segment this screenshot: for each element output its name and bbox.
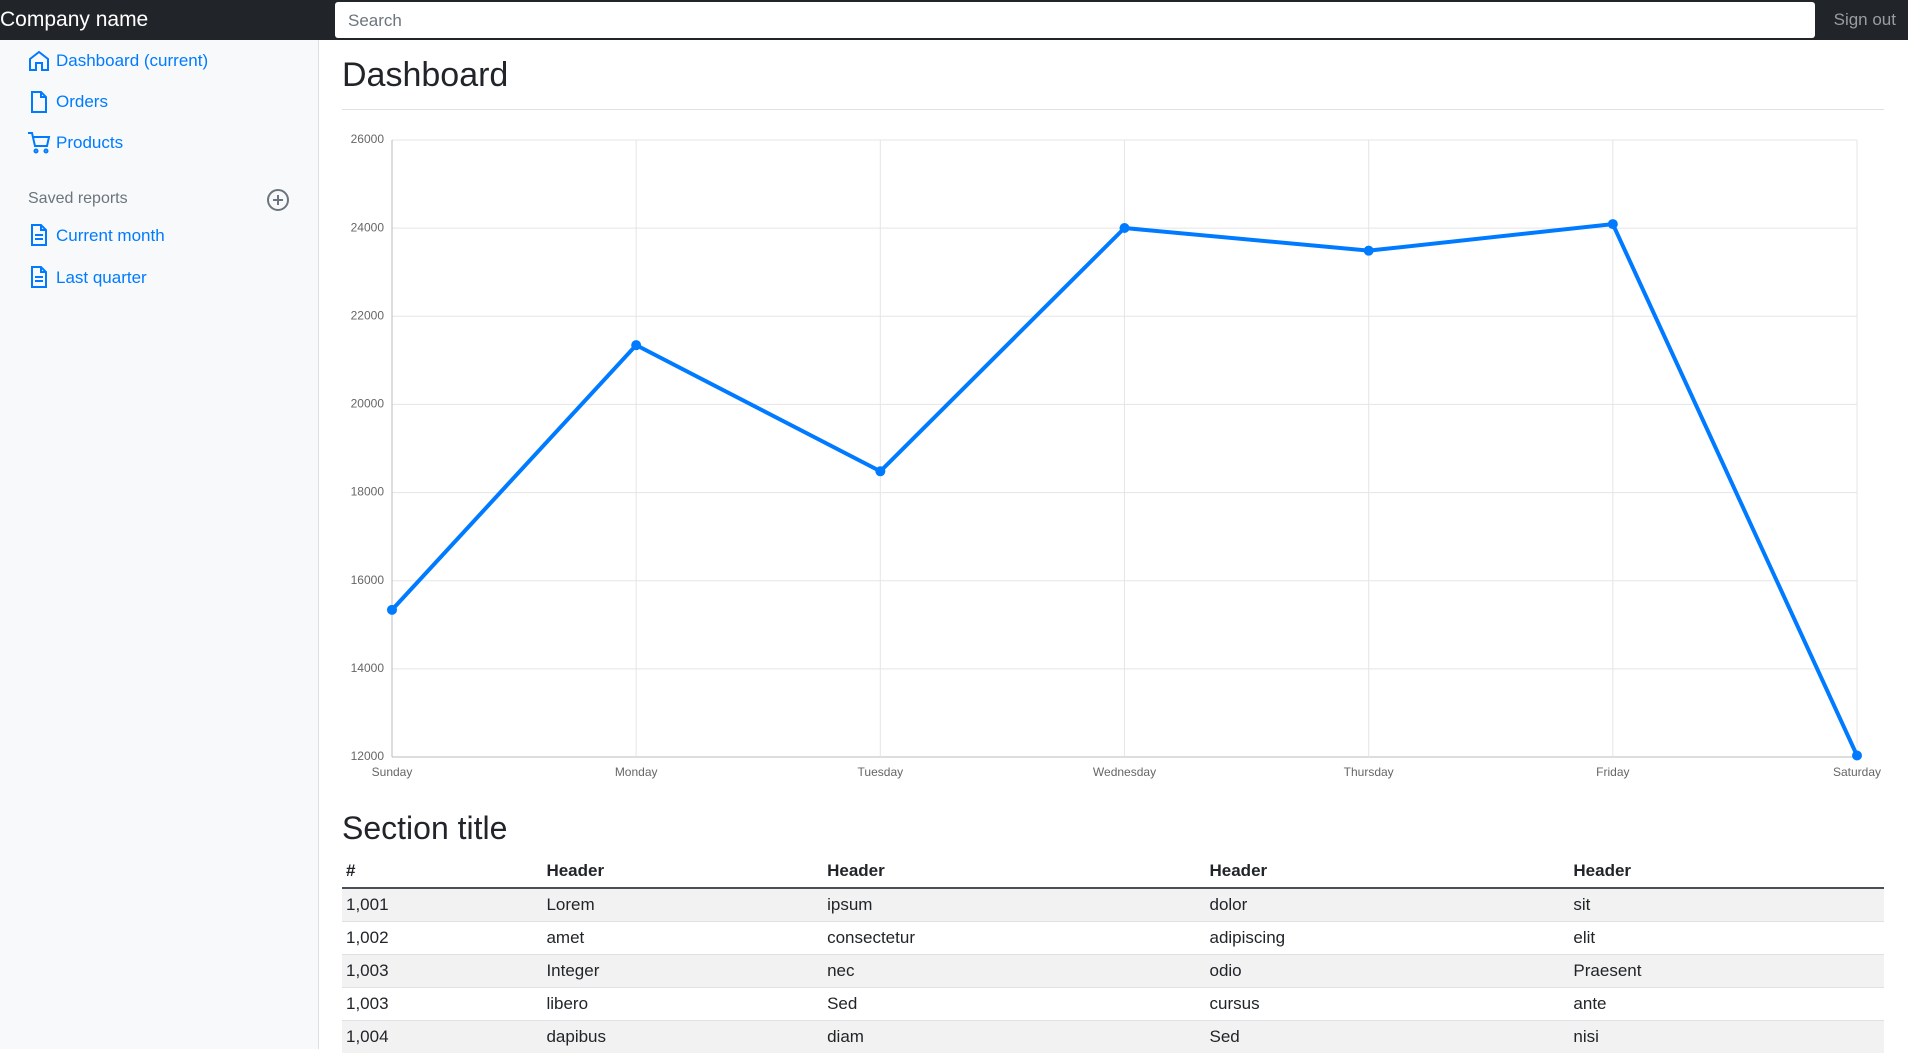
table-cell: 1,003 [342,955,542,988]
table-cell: dapibus [542,1021,823,1053]
divider [342,109,1884,110]
brand[interactable]: Company name [0,8,148,32]
y-tick-label: 16000 [351,573,385,587]
table-cell: ipsum [823,888,1205,922]
table-cell: nec [823,955,1205,988]
point [875,466,885,476]
table-cell: sit [1569,888,1884,922]
table-cell: Integer [542,955,823,988]
y-tick-label: 24000 [351,220,385,234]
table-cell: amet [542,922,823,955]
column-header: Header [1206,855,1570,888]
search-input[interactable]: Search [335,2,1815,38]
y-tick-label: 18000 [351,485,385,499]
x-tick-label: Monday [615,765,658,779]
x-tick-label: Wednesday [1093,765,1156,779]
home-icon [27,49,51,73]
section-title: Section title [342,810,507,847]
table-cell: 1,001 [342,888,542,922]
point [1852,751,1862,761]
page-title: Dashboard [342,56,508,95]
navbar: Company name Search Sign out [0,0,1908,40]
x-tick-label: Saturday [1833,765,1881,779]
x-tick-label: Tuesday [858,765,904,779]
table-cell: ante [1569,988,1884,1021]
report-icon [27,265,51,289]
table-cell: Sed [823,988,1205,1021]
table-cell: consectetur [823,922,1205,955]
table-cell: Praesent [1569,955,1884,988]
y-tick-label: 14000 [351,661,385,675]
table-cell: dolor [1206,888,1570,922]
table-cell: 1,002 [342,922,542,955]
table-cell: odio [1206,955,1570,988]
table-cell: adipiscing [1206,922,1570,955]
file-icon [27,90,51,114]
x-tick-label: Friday [1596,765,1629,779]
point [1120,223,1130,233]
x-tick-label: Sunday [372,765,413,779]
point [631,340,641,350]
report-link[interactable]: Last quarter [56,268,147,288]
column-header: Header [823,855,1205,888]
table-cell: cursus [1206,988,1570,1021]
table-cell: nisi [1569,1021,1884,1053]
table-cell: libero [542,988,823,1021]
point [387,605,397,615]
sidebar: Dashboard (current) Orders Products Save… [0,40,319,1049]
report-icon [27,223,51,247]
column-header: Header [1569,855,1884,888]
report-link[interactable]: Current month [56,226,165,246]
table-cell: Sed [1206,1021,1570,1053]
column-header: Header [542,855,823,888]
table-cell: 1,004 [342,1021,542,1053]
point [1608,219,1618,229]
column-header: # [342,855,542,888]
table-cell: elit [1569,922,1884,955]
x-tick-label: Thursday [1344,765,1394,779]
chart: 12000 14000 16000 18000 20000 22000 24000 26000… [342,120,1884,800]
y-tick-label: 20000 [351,397,385,411]
table-cell: diam [823,1021,1205,1053]
y-tick-label: 12000 [351,749,385,763]
y-tick-label: 26000 [351,132,385,146]
sign-out[interactable]: Sign out [1834,10,1896,30]
nav-link[interactable]: Products [56,133,123,153]
cart-icon [27,131,51,155]
point [1364,246,1374,256]
table-cell: 1,003 [342,988,542,1021]
nav-link[interactable]: Dashboard (current) [56,51,208,71]
add-report-icon[interactable] [266,188,290,212]
y-tick-label: 22000 [351,308,385,322]
table-cell: Lorem [542,888,823,922]
section-heading: Saved reports [28,190,128,208]
nav-link[interactable]: Orders [56,92,108,112]
